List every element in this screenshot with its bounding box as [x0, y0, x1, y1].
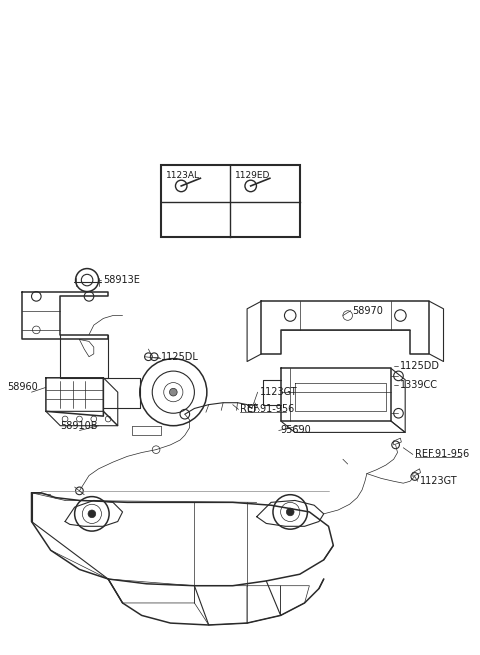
- Text: 58960: 58960: [8, 383, 38, 392]
- Text: 58970: 58970: [352, 306, 384, 316]
- Text: 1123AL: 1123AL: [166, 172, 200, 180]
- Text: REF.91-956: REF.91-956: [415, 449, 469, 459]
- Text: 58913E: 58913E: [103, 275, 140, 285]
- Circle shape: [287, 508, 294, 515]
- Text: REF.91-956: REF.91-956: [240, 404, 295, 415]
- Text: 1125DD: 1125DD: [400, 362, 440, 371]
- Bar: [161, 165, 300, 237]
- Text: 1123GT: 1123GT: [260, 387, 297, 397]
- Text: 1339CC: 1339CC: [400, 381, 438, 390]
- Text: 1123GT: 1123GT: [420, 476, 457, 486]
- Text: 95690: 95690: [281, 426, 312, 436]
- Circle shape: [88, 510, 96, 517]
- Circle shape: [169, 388, 177, 396]
- Text: 1125DL: 1125DL: [161, 352, 199, 362]
- Text: 1129ED: 1129ED: [235, 172, 271, 180]
- Text: 58910B: 58910B: [60, 421, 98, 431]
